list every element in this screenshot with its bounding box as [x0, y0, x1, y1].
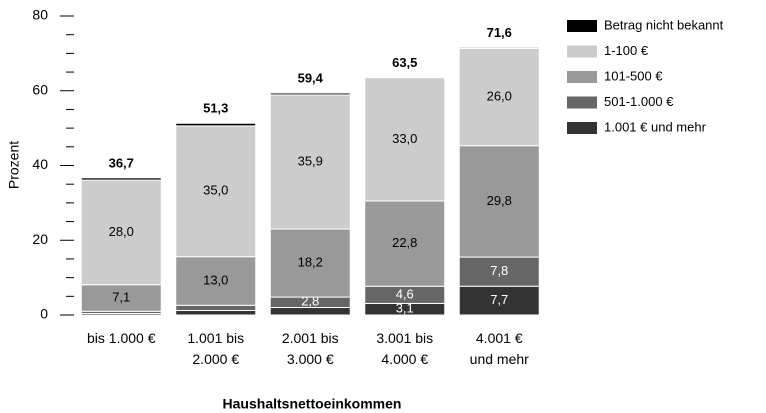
- y-tick-label: 20: [32, 231, 48, 247]
- bar-segment: [458, 48, 540, 147]
- legend-label: 501-1.000 €: [604, 94, 674, 109]
- bar-segment: [458, 145, 540, 258]
- total-label: 63,5: [392, 55, 417, 70]
- y-tick-label: 0: [40, 306, 48, 322]
- legend-swatch: [567, 71, 597, 83]
- bar-segment: [80, 284, 162, 312]
- x-tick-label: 3.001 bis 4.000 €: [376, 330, 434, 367]
- legend-label: 1.001 € und mehr: [604, 119, 707, 134]
- bar-segment: [269, 92, 351, 96]
- bar-segment: [269, 228, 351, 298]
- y-axis-title: Prozent: [6, 141, 22, 189]
- bar-segment: [175, 304, 257, 312]
- legend-label: 101-500 €: [604, 68, 663, 83]
- legend-swatch: [567, 122, 597, 134]
- value-label: 35,0: [203, 183, 228, 198]
- x-tick-label: 4.001 € und mehr: [469, 330, 529, 367]
- value-label: 26,0: [487, 89, 512, 104]
- x-tick-label: bis 1.000 €: [87, 330, 156, 346]
- bar-segment: [458, 285, 540, 316]
- x-tick-label: 2.001 bis 3.000 €: [281, 330, 339, 367]
- legend-swatch: [567, 45, 597, 58]
- bar-segment: [364, 200, 446, 287]
- legend-label: Betrag nicht bekannt: [604, 17, 724, 32]
- value-label: 7,1: [112, 289, 130, 304]
- x-tick-label: 1.001 bis 2.000 €: [187, 330, 245, 367]
- value-label: 22,8: [392, 235, 417, 250]
- legend-swatch: [567, 20, 597, 32]
- bar-segment: [175, 125, 257, 258]
- y-tick-label: 60: [32, 81, 48, 97]
- value-label: 3,1: [396, 301, 414, 316]
- value-label: 29,8: [487, 193, 512, 208]
- total-label: 59,4: [298, 70, 324, 85]
- value-label: 33,0: [392, 131, 417, 146]
- value-label: 4,6: [396, 286, 414, 301]
- total-label: 71,6: [487, 25, 512, 40]
- legend-label: 1-100 €: [604, 43, 649, 58]
- legend-swatch: [567, 96, 597, 109]
- x-axis-title: Haushaltsnettoeinkommen: [223, 396, 402, 412]
- value-label: 28,0: [109, 224, 134, 239]
- total-label: 36,7: [109, 155, 134, 170]
- value-label: 18,2: [298, 254, 323, 269]
- bar-segment: [80, 179, 162, 286]
- value-label: 7,8: [490, 263, 508, 278]
- y-tick-label: 80: [32, 7, 48, 23]
- bar-segment: [458, 256, 540, 287]
- total-label: 51,3: [203, 101, 228, 116]
- bar-segment: [175, 256, 257, 306]
- value-label: 13,0: [203, 272, 228, 287]
- bar-segment: [364, 77, 446, 202]
- y-tick-label: 40: [32, 156, 48, 172]
- value-label: 35,9: [298, 153, 323, 168]
- bar-segment: [269, 94, 351, 230]
- bar-segment: [458, 46, 540, 50]
- value-label: 7,7: [490, 292, 508, 307]
- bar-segment: [175, 122, 257, 127]
- bar-segment: [80, 177, 162, 181]
- bar-segment: [175, 310, 257, 316]
